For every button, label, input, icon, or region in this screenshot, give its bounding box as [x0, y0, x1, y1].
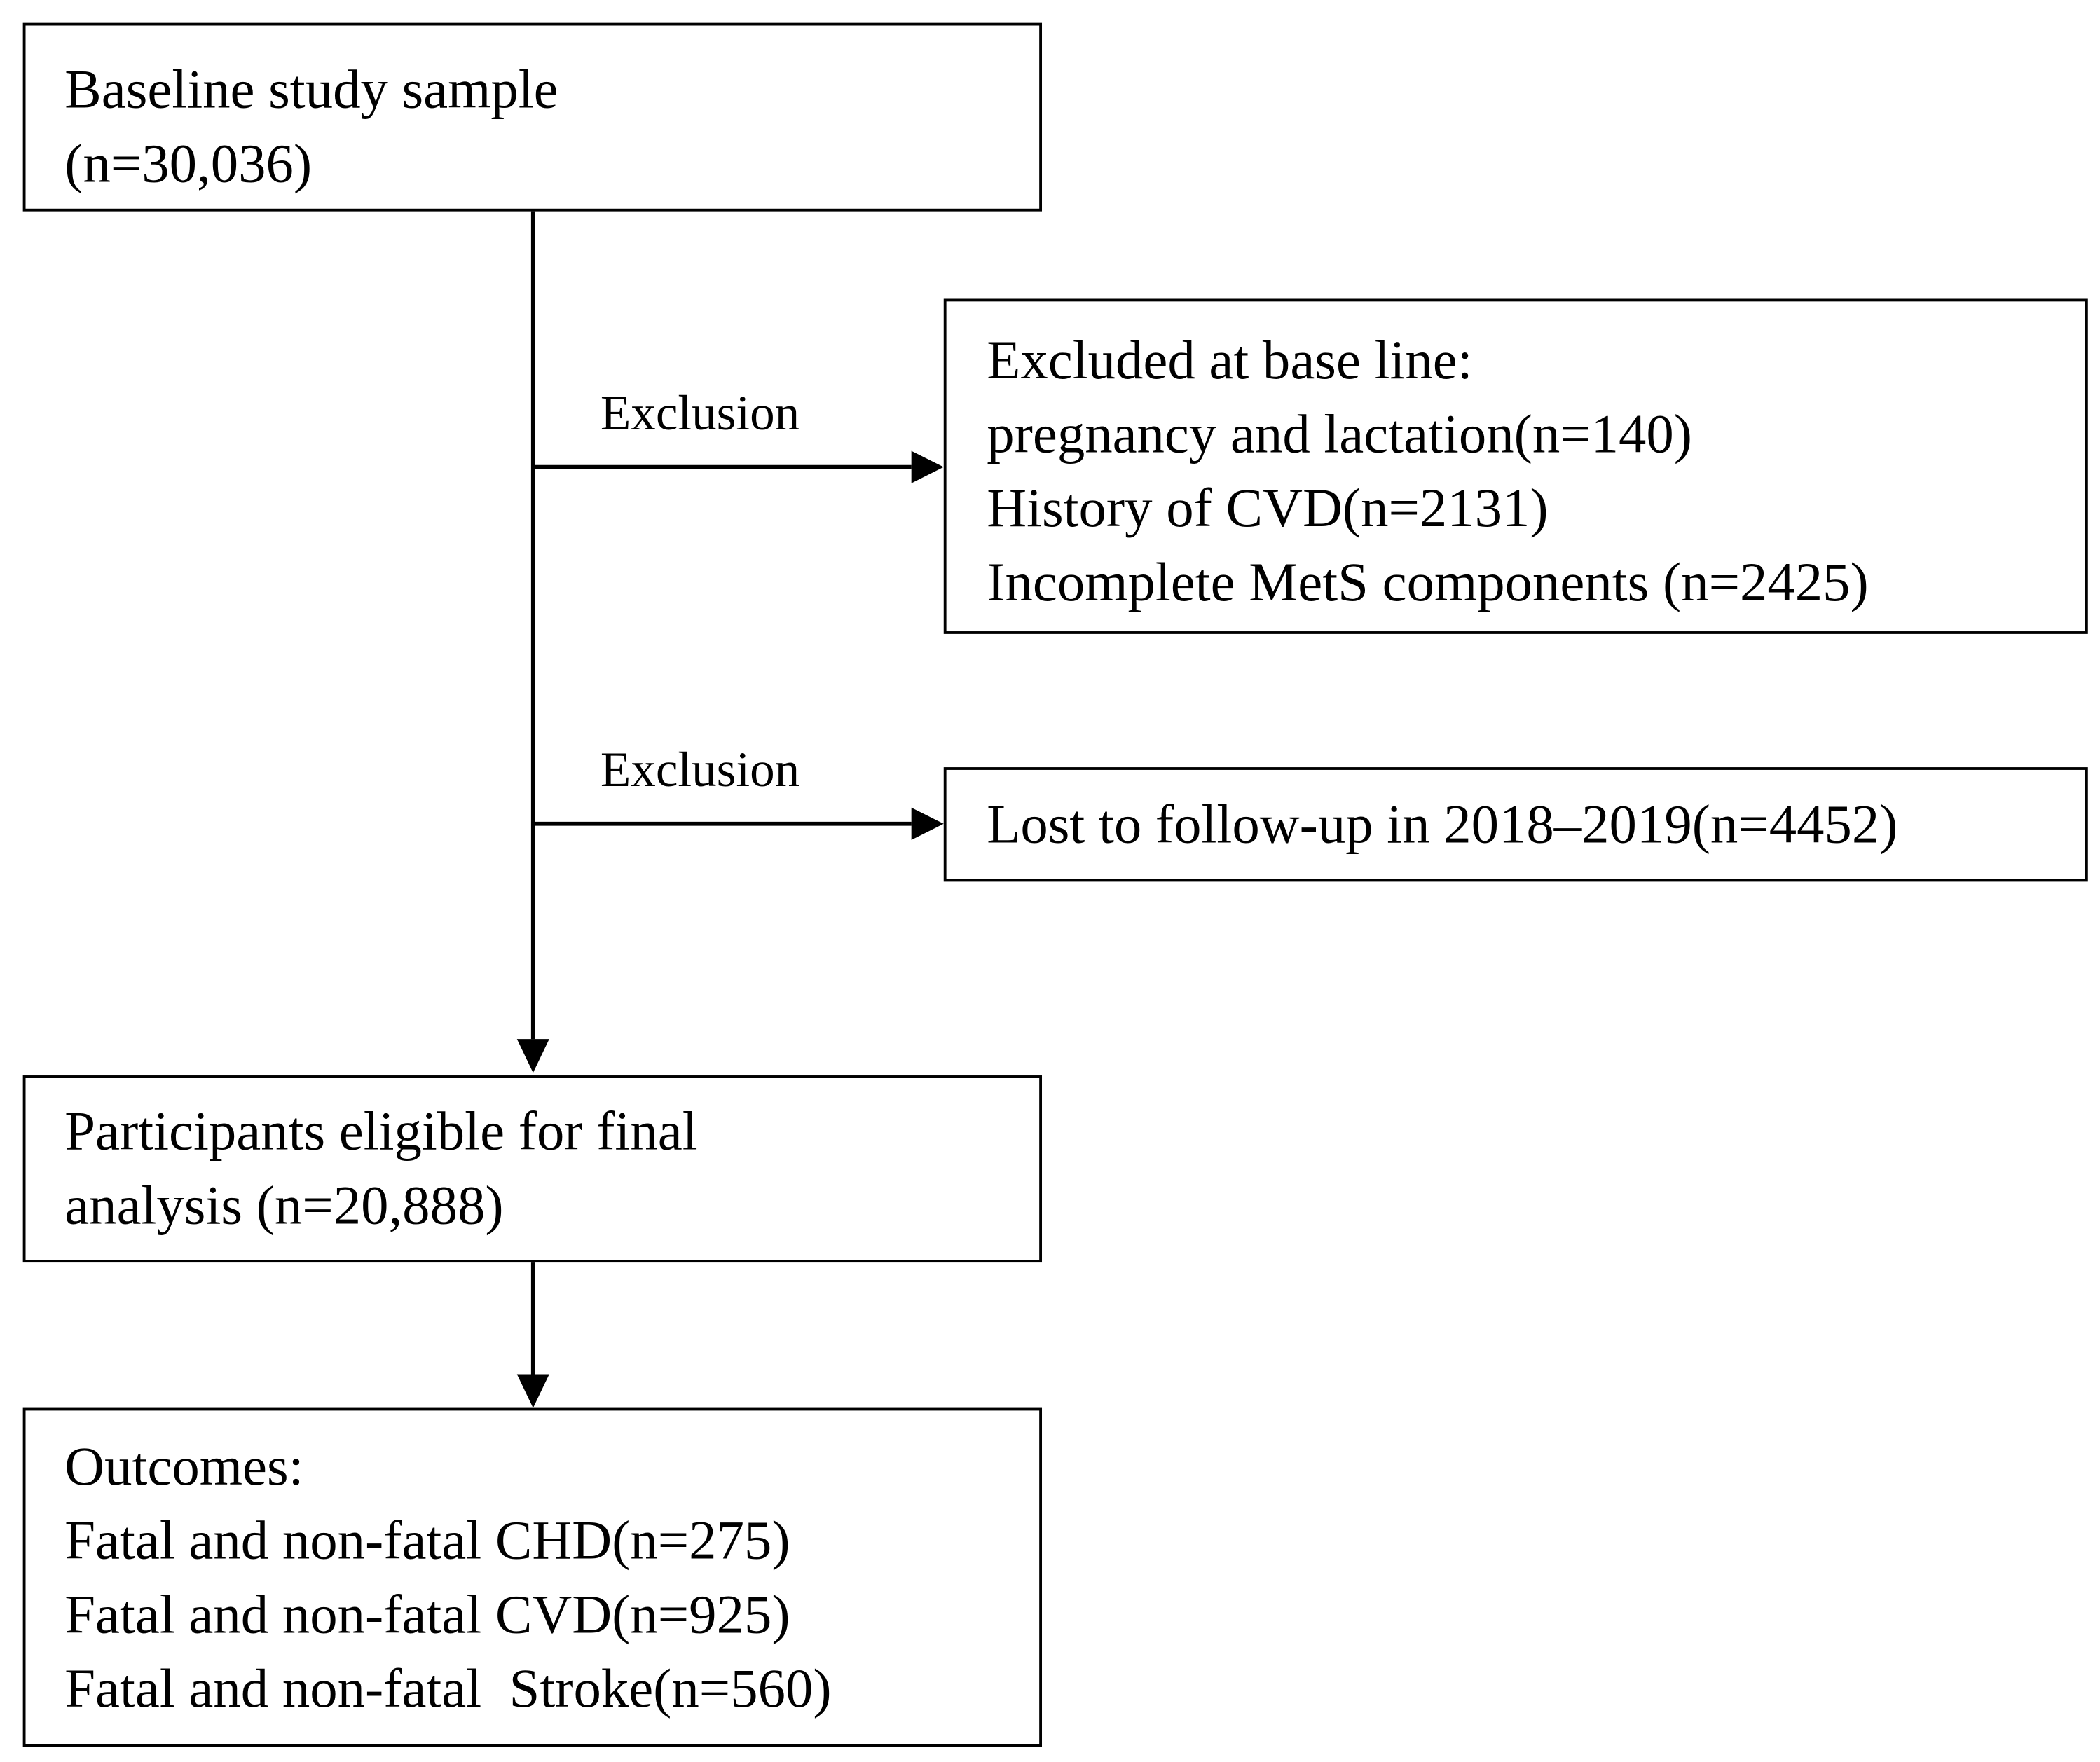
arrowhead-to-outcomes	[516, 1374, 549, 1408]
box-line: Outcomes:	[64, 1434, 304, 1497]
exclusion-label-1: Exclusion	[600, 386, 800, 442]
box-line: pregnancy and lactation(n=140)	[987, 402, 1693, 464]
box-line: Excluded at base line:	[987, 328, 1473, 391]
eligible-participants-box: Participants eligible for final analysis…	[22, 1075, 1043, 1263]
outcomes-box: Outcomes: Fatal and non-fatal CHD(n=275)…	[22, 1407, 1043, 1747]
excluded-baseline-box: Excluded at base line: pregnancy and lac…	[943, 298, 2088, 634]
arrowhead-to-eligible	[516, 1039, 549, 1073]
arrowhead-to-excluded	[911, 450, 944, 483]
arrowhead-to-lost	[911, 807, 944, 840]
lost-followup-box: Lost to follow-up in 2018–2019(n=4452)	[943, 767, 2088, 882]
baseline-sample-box: Baseline study sample (n=30,036)	[22, 22, 1043, 212]
box-line: Lost to follow-up in 2018–2019(n=4452)	[987, 792, 1898, 855]
box-line: Fatal and non-fatal Stroke(n=560)	[64, 1656, 832, 1719]
box-line: analysis (n=20,888)	[64, 1173, 504, 1236]
box-line: Participants eligible for final	[64, 1099, 698, 1162]
box-line: History of CVD(n=2131)	[987, 476, 1549, 539]
box-line: Fatal and non-fatal CVD(n=925)	[64, 1583, 790, 1645]
box-line: Fatal and non-fatal CHD(n=275)	[64, 1508, 790, 1571]
exclusion-label-2: Exclusion	[600, 743, 800, 799]
box-line: Incomplete MetS components (n=2425)	[987, 550, 1869, 613]
box-line: (n=30,036)	[64, 132, 313, 194]
box-line: Baseline study sample	[64, 57, 558, 120]
